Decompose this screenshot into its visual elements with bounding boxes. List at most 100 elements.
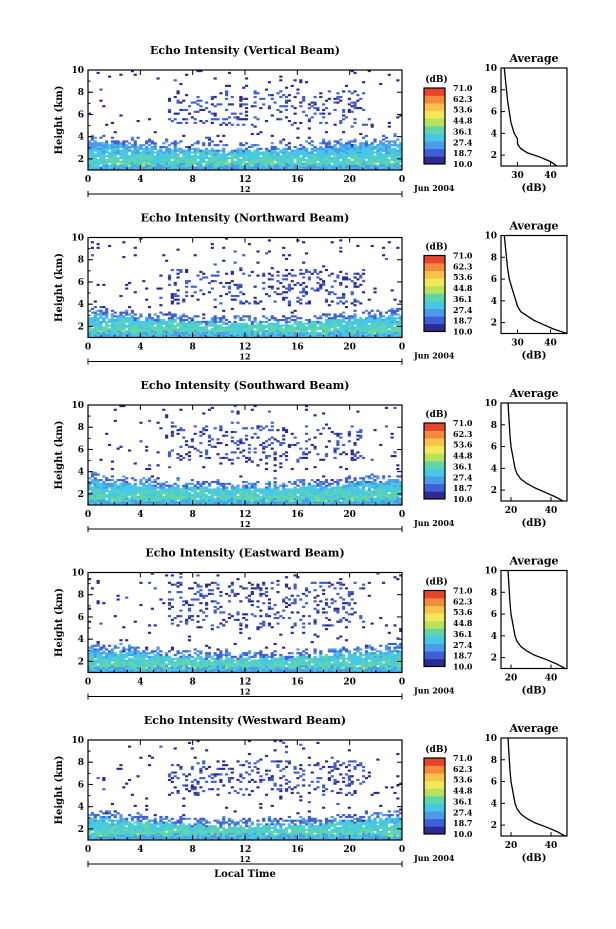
heatmap-cell [185,285,189,288]
heatmap-cell [327,317,331,320]
heatmap-cell [236,285,240,288]
heatmap-cell [216,320,220,323]
heatmap-cell [384,311,389,314]
panel-3: Echo Intensity (Southward Beam)246810Hei… [54,379,568,532]
heatmap-cell [390,149,394,152]
heatmap-cell [125,324,129,327]
heatmap-cell [190,445,194,448]
heatmap-cell [313,166,317,169]
heatmap-cell [333,333,337,336]
heatmap-cell [222,315,226,318]
heatmap-cell [145,326,149,329]
heatmap-cell [179,322,183,325]
heatmap-cell [156,320,160,323]
heatmap-cell [396,309,400,312]
heatmap-cell [247,330,251,333]
heatmap-cell [342,162,346,165]
heatmap-cell [239,330,243,333]
heatmap-cell [116,447,120,450]
heatmap-cell [239,317,243,320]
heatmap-cell [113,155,117,158]
heatmap-cell [330,495,334,498]
heatmap-cell [304,333,309,336]
heatmap-cell [324,168,329,171]
heatmap-cell [170,331,174,335]
heatmap-cell [250,144,254,147]
heatmap-cell [247,162,251,165]
heatmap-cell [262,155,266,158]
heatmap-cell [296,136,300,139]
heatmap-cell [367,484,371,487]
heatmap-cell [167,278,172,281]
heatmap-cell [387,166,391,169]
heatmap-cell [90,488,94,491]
heatmap-cell [102,144,106,147]
heatmap-cell [236,147,240,150]
heatmap-cell [165,414,169,417]
heatmap-cell [110,495,114,498]
heatmap-cell [127,331,132,335]
heatmap-cell [88,320,92,323]
heatmap-cell [310,443,314,447]
heatmap-cell [119,484,123,487]
heatmap-cell [382,168,386,171]
heatmap-cell [327,157,331,160]
heatmap-cell [382,246,386,249]
heatmap-cell [322,142,326,145]
heatmap-cell [222,155,226,158]
heatmap-cell [113,499,117,502]
heatmap-cell [273,480,277,484]
heatmap-cell [125,493,129,497]
heatmap-cell [284,495,289,498]
heatmap-cell [239,499,243,502]
heatmap-cell [333,157,337,160]
heatmap-cell [207,162,212,165]
heatmap-cell [279,497,283,500]
heatmap-cell [319,328,323,331]
heatmap-cell [322,322,326,325]
heatmap-cell [122,490,126,493]
heatmap-cell [262,166,266,169]
heatmap-cell [353,144,357,147]
heatmap-cell [253,302,257,305]
heatmap-cell [239,166,243,169]
heatmap-cell [353,486,357,489]
heatmap-cell [102,145,106,149]
heatmap-cell [167,153,172,156]
heatmap-cell [210,118,214,121]
heatmap-cell [322,157,326,160]
heatmap-cell [219,160,223,163]
heatmap-cell [356,484,360,487]
heatmap-cell [299,447,303,450]
heatmap-cell [159,274,163,277]
heatmap-cell [113,335,117,338]
heatmap-cell [276,318,280,322]
heatmap-cell [330,324,334,327]
heatmap-cell [127,330,132,333]
heatmap-cell [88,155,92,158]
heatmap-cell [122,328,126,331]
heatmap-cell [90,499,94,502]
heatmap-cell [190,482,194,485]
heatmap-cell [330,158,334,162]
heatmap-cell [370,244,374,248]
heatmap-cell [236,153,240,156]
heatmap-cell [222,484,226,487]
heatmap-cell [256,151,260,154]
heatmap-cell [130,493,134,497]
heatmap-cell [102,313,106,316]
y-tick-label: 10 [71,66,84,76]
heatmap-cell [142,328,146,331]
heatmap-cell [373,313,377,316]
heatmap-cell [353,318,357,322]
heatmap-cell [316,484,320,487]
heatmap-cell [182,490,186,493]
heatmap-cell [119,330,123,333]
heatmap-cell [239,438,243,441]
heatmap-cell [364,482,369,485]
heatmap-cell [167,320,172,323]
heatmap-cell [307,270,311,273]
heatmap-cell [116,326,120,329]
heatmap-cell [150,480,154,484]
heatmap-cell [139,495,143,498]
